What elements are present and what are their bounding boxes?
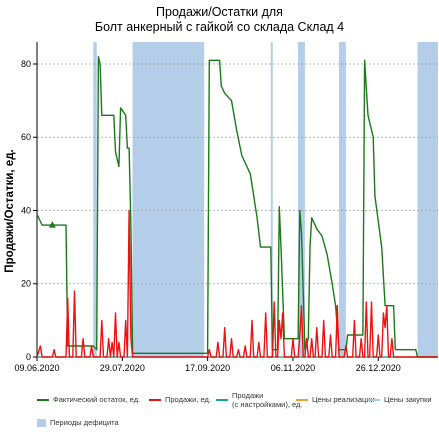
legend-swatch-deficit-periods	[37, 418, 46, 427]
legend-item-stock[interactable]: Фактический остаток, ед.	[37, 395, 140, 404]
legend-item-sales-adjusted[interactable]: Продажи (с настройками), ед.	[216, 391, 302, 409]
legend-item-sale-prices[interactable]: Цены реализации	[296, 395, 375, 404]
legend-swatch-sale-prices	[296, 398, 308, 401]
series-line-stock	[36, 56, 438, 358]
series-line-sales	[36, 209, 438, 358]
legend-label-stock: Фактический остаток, ед.	[53, 395, 141, 404]
legend-swatch-stock	[37, 398, 49, 401]
x-tick-label: 06.11.2020	[271, 363, 315, 373]
y-axis-label: Продажи/Остатки, ед.	[4, 149, 16, 272]
x-tick-label: 17.09.2020	[185, 363, 230, 373]
deficit-period-band	[93, 42, 97, 357]
legend-item-deficit-periods[interactable]: Периоды дефицита	[37, 418, 119, 427]
legend-item-purchase-prices[interactable]: Цены закупки	[368, 395, 432, 404]
y-tick-label: 20	[21, 279, 31, 289]
legend-swatch-sales	[149, 398, 161, 401]
chart-subtitle: Болт анкерный с гайкой со склада Склад 4	[94, 20, 345, 34]
deficit-period-band	[339, 42, 346, 357]
deficit-period-band	[298, 42, 305, 357]
legend-label-purchase-prices: Цены закупки	[384, 395, 432, 404]
x-tick-label: 26.12.2020	[356, 363, 401, 373]
chart-title: Продажи/Остатки для	[156, 5, 283, 19]
series-marker	[48, 221, 56, 228]
deficit-period-band	[270, 42, 273, 357]
legend-item-sales[interactable]: Продажи, ед.	[149, 395, 211, 404]
y-tick-label: 60	[21, 132, 31, 142]
x-tick-label: 09.06.2020	[14, 363, 59, 373]
y-tick-label: 0	[26, 352, 31, 362]
legend-label-sale-prices: Цены реализации	[312, 395, 375, 404]
deficit-period-band	[132, 42, 205, 357]
chart-legend: Фактический остаток, ед. Продажи, ед. Пр…	[37, 388, 437, 432]
y-tick-label: 80	[21, 59, 31, 69]
legend-label-sales: Продажи, ед.	[165, 395, 211, 404]
legend-swatch-sales-adjusted	[216, 399, 228, 401]
x-tick-label: 29.07.2020	[100, 363, 145, 373]
y-tick-label: 40	[21, 205, 31, 215]
legend-swatch-purchase-prices	[368, 398, 380, 401]
legend-label-deficit-periods: Периоды дефицита	[50, 418, 119, 427]
legend-label-sales-adjusted: Продажи (с настройками), ед.	[232, 391, 303, 409]
deficit-period-band	[417, 42, 438, 357]
